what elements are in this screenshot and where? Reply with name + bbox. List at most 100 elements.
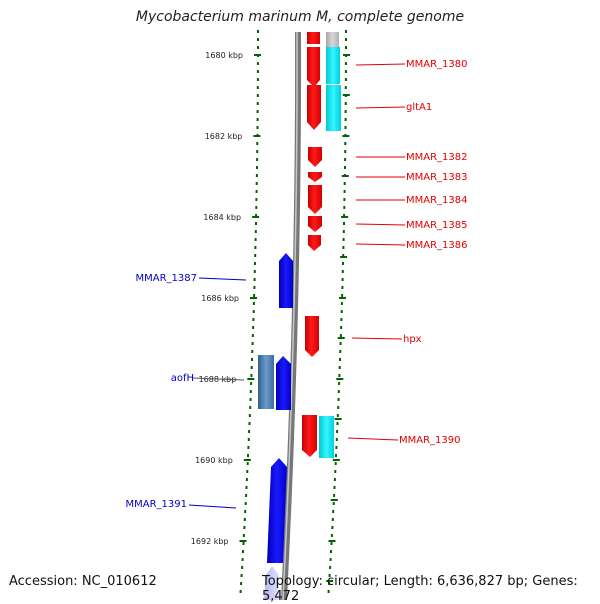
ruler-dot-right (344, 110, 347, 113)
ruler-dot-left (256, 102, 259, 105)
ruler-dot-left (256, 142, 259, 145)
scale-ticks: 1680 kbp 1682 kbp 1684 kbp 1686 kbp 1688 kbp… (191, 51, 350, 582)
gene-arrow-mmar-1387 (279, 253, 293, 308)
scale-tick-mark-right (342, 135, 350, 137)
ruler-dot-left (240, 582, 243, 585)
ruler-dot-right (344, 118, 347, 121)
ruler-dot-right (343, 182, 346, 185)
leader-line-mmar-1390 (347, 437, 399, 441)
scale-minor-tick-mark (326, 580, 334, 582)
scale-tick-label: 1688 kbp (199, 375, 237, 384)
ruler-dot-left (244, 502, 247, 505)
ruler-dot-right (342, 238, 345, 241)
ruler-dot-left (256, 158, 259, 161)
ruler-dot-left (248, 422, 251, 425)
ruler-dot-left (256, 78, 259, 81)
ruler-dot-left (242, 534, 245, 537)
ruler-dot-right (344, 142, 347, 145)
ruler-dot-right (343, 198, 346, 201)
gene-arrow-mmar-1385 (308, 216, 322, 232)
scale-tick-mark-left (253, 135, 261, 137)
ruler-dot-left (256, 70, 259, 73)
ruler-dot-left (256, 150, 259, 153)
gene-label-mmar-1391: MMAR_1391 (126, 499, 188, 510)
leader-line-glta1 (355, 106, 406, 109)
ruler-dot-left (256, 118, 259, 121)
ruler-dot-right (342, 262, 344, 265)
ruler-dot-left (241, 566, 244, 569)
ruler-dot-right (337, 390, 340, 393)
ruler-dot-tracks (239, 30, 347, 593)
ruler-dot-left (247, 438, 250, 441)
scale-tick-label: 1692 kbp (191, 537, 229, 546)
ruler-dot-left (245, 486, 248, 489)
ruler-dot-right (330, 542, 333, 545)
ruler-dot-right (345, 38, 347, 41)
ruler-dot-right (344, 78, 347, 81)
ruler-dot-right (344, 166, 346, 169)
scale-minor-tick-mark (334, 418, 342, 420)
ruler-dot-left (257, 46, 259, 49)
ruler-dot-left (240, 574, 243, 577)
gene-label-mmar-1384: MMAR_1384 (406, 195, 468, 206)
ruler-dot-left (249, 406, 252, 409)
gene-label-hpx: hpx (403, 334, 422, 345)
gene-features (258, 32, 341, 600)
ruler-dot-right (345, 30, 347, 33)
gene-label-mmar-1387: MMAR_1387 (136, 273, 198, 284)
ruler-dot-left (250, 382, 253, 385)
ruler-dot-left (247, 454, 249, 457)
ruler-dot-left (251, 342, 254, 345)
scale-tick-mark-left (252, 216, 260, 218)
scale-minor-tick-mark (341, 175, 349, 177)
ruler-dot-left (255, 182, 258, 185)
ruler-dot-left (252, 326, 255, 329)
leader-line-mmar-1386 (355, 243, 406, 246)
gene-arrow-top-fragment-1 (307, 32, 320, 44)
ruler-dot-right (344, 126, 347, 129)
ruler-dot-left (255, 206, 258, 209)
ruler-dot-right (343, 214, 346, 217)
scale-tick-mark-right (328, 540, 336, 542)
gene-label-glta1: gltA1 (406, 102, 432, 113)
leader-line-mmar-1385 (355, 223, 406, 226)
ruler-dot-right (331, 526, 334, 529)
scale-tick-label: 1680 kbp (205, 51, 243, 60)
ruler-dot-left (248, 430, 251, 433)
ruler-dot-right (338, 366, 341, 369)
scale-minor-tick-mark (330, 499, 338, 501)
ruler-dot-right (343, 190, 346, 193)
gene-arrow-bottom-fragment (264, 566, 279, 600)
gene-arrow-mmar-1383 (308, 172, 322, 182)
ruler-dot-left (252, 302, 255, 305)
ruler-dot-right (336, 430, 339, 433)
feature-aofh (258, 355, 274, 409)
genome-backbone (281, 31, 302, 600)
ruler-dot-right (333, 486, 336, 489)
ruler-dot-right (344, 70, 347, 73)
gene-arrow-hpx (305, 316, 319, 357)
scale-tick-mark-left (254, 54, 261, 56)
ruler-dot-left (255, 198, 258, 201)
leader-line-mmar-1391 (188, 504, 237, 509)
ruler-dot-right (330, 534, 333, 537)
ruler-dot-left (254, 254, 257, 257)
feature-top-fragment-grey (326, 32, 339, 48)
ruler-dot-right (333, 494, 336, 497)
scale-tick-mark-right (343, 54, 350, 56)
ruler-dot-left (252, 318, 255, 321)
scale-tick-label: 1690 kbp (195, 456, 233, 465)
leader-line-hpx (351, 337, 403, 340)
ruler-dot-right (341, 270, 344, 273)
ruler-dot-right (343, 222, 345, 225)
ruler-dot-right (337, 406, 340, 409)
map-title: Mycobacterium marinum M, complete genome (135, 9, 465, 25)
ruler-dot-right (329, 558, 332, 561)
ruler-dot-left (256, 62, 259, 65)
scale-tick-mark-right (339, 297, 346, 299)
ruler-dot-left (250, 366, 253, 369)
ruler-dot-right (339, 358, 341, 361)
ruler-dot-left (256, 94, 259, 97)
ruler-dot-left (255, 190, 258, 193)
